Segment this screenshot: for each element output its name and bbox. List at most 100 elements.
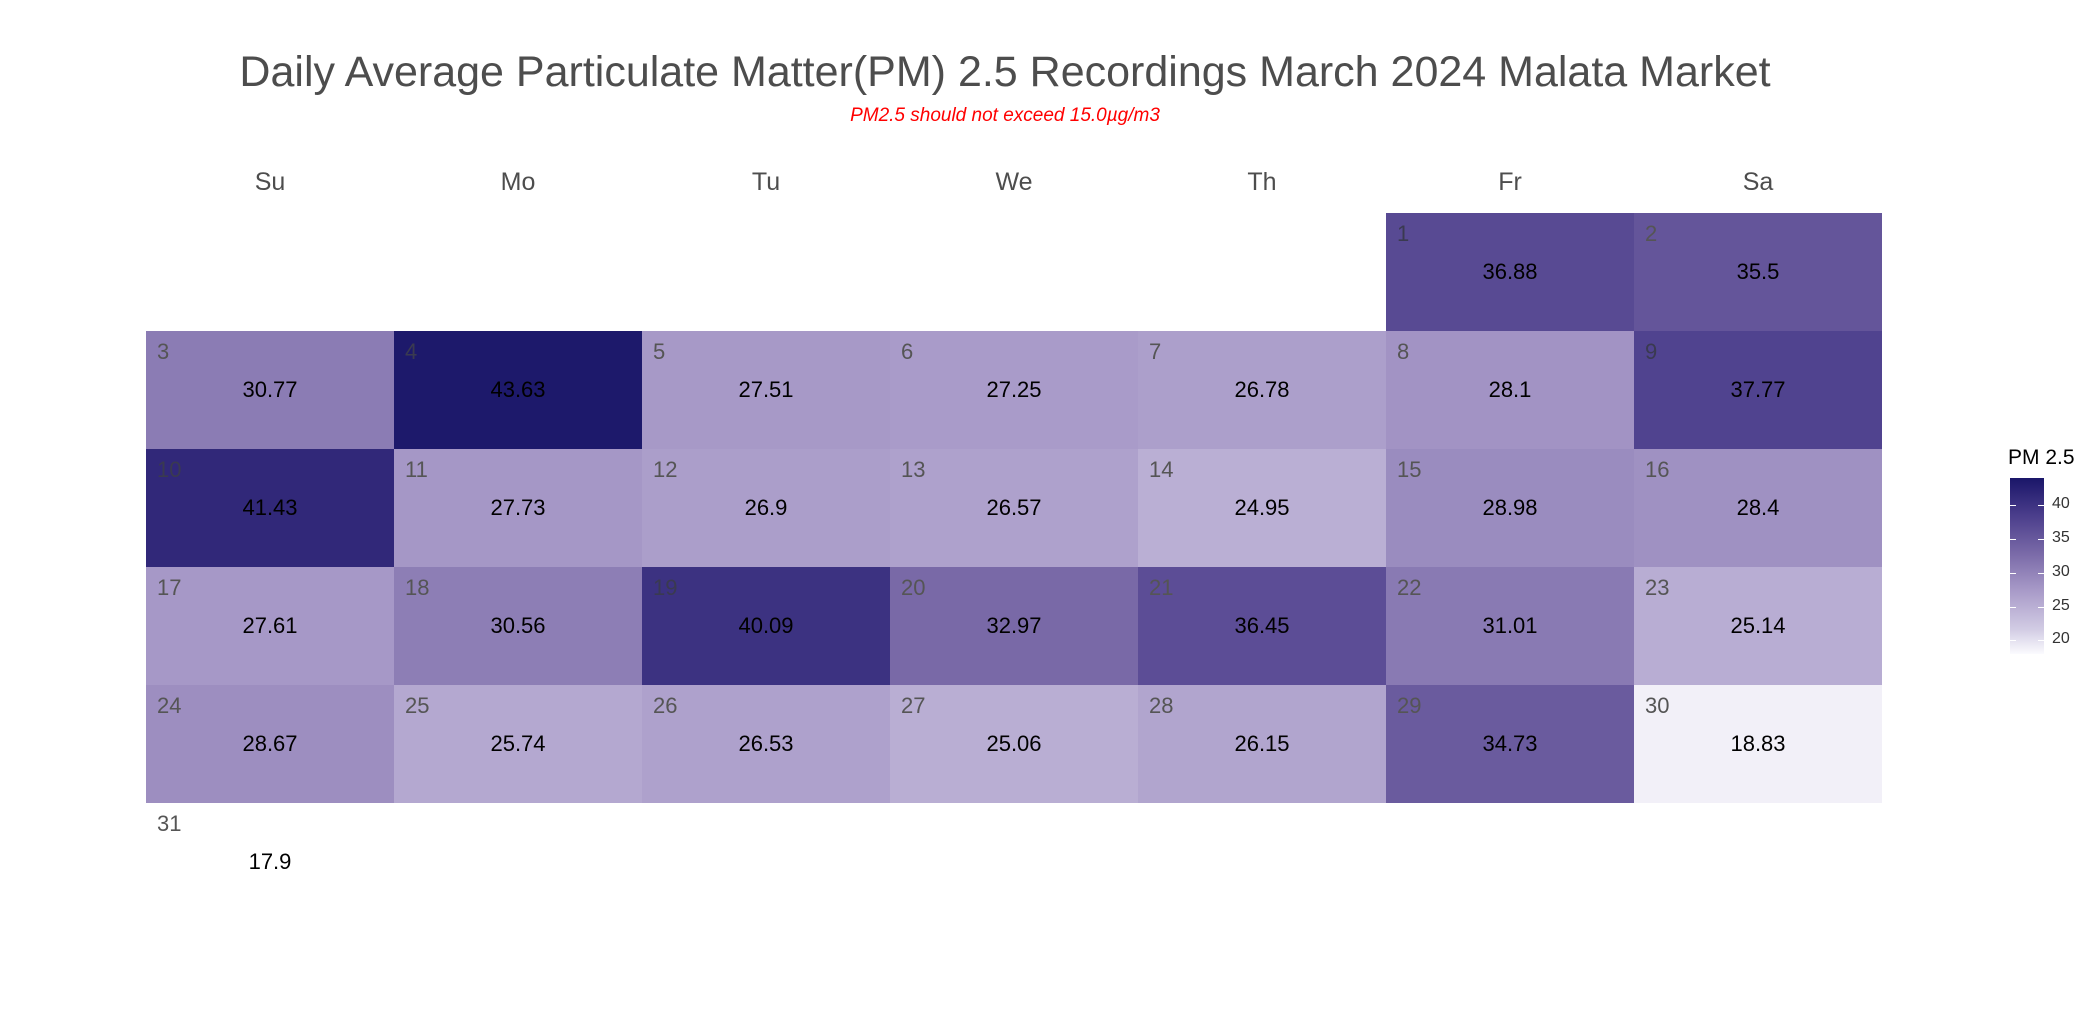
day-number: 14 — [1149, 457, 1174, 482]
day-cell-25: 25 25.74 — [394, 685, 642, 803]
day-value-label: 24.95 — [1234, 495, 1290, 520]
legend-color-bar — [2010, 478, 2044, 654]
day-cell-17: 17 27.61 — [146, 567, 394, 685]
day-cell-7: 7 26.78 — [1138, 331, 1386, 449]
day-cell-5: 5 27.51 — [642, 331, 890, 449]
day-value-label: 32.97 — [986, 613, 1042, 638]
day-cell-11: 11 27.73 — [394, 449, 642, 567]
day-cell-12: 12 26.9 — [642, 449, 890, 567]
day-number: 26 — [653, 693, 678, 718]
day-cell-8: 8 28.1 — [1386, 331, 1634, 449]
day-value-label: 28.4 — [1736, 495, 1780, 520]
day-number: 16 — [1645, 457, 1670, 482]
day-number: 12 — [653, 457, 678, 482]
legend-tick-label: 35 — [2052, 528, 2070, 546]
day-number: 22 — [1397, 575, 1422, 600]
day-value-label: 26.57 — [986, 495, 1042, 520]
legend-title: PM 2.5 — [2008, 446, 2075, 469]
day-number: 19 — [653, 575, 678, 600]
day-cell-31: 31 17.9 — [146, 803, 394, 921]
legend-tick-label: 40 — [2052, 495, 2070, 513]
day-value-label: 26.53 — [738, 731, 794, 756]
day-cell-27: 27 25.06 — [890, 685, 1138, 803]
day-number: 30 — [1645, 693, 1670, 718]
day-value-label: 26.9 — [744, 495, 788, 520]
day-value-label: 26.78 — [1234, 377, 1290, 402]
day-value-label: 40.09 — [738, 613, 794, 638]
day-number: 13 — [901, 457, 926, 482]
day-number: 28 — [1149, 693, 1174, 718]
day-value-label: 43.63 — [490, 377, 546, 402]
day-cell-19: 19 40.09 — [642, 567, 890, 685]
day-number: 18 — [405, 575, 430, 600]
day-number: 2 — [1645, 221, 1658, 246]
day-value-label: 41.43 — [242, 495, 298, 520]
day-cell-24: 24 28.67 — [146, 685, 394, 803]
day-number: 23 — [1645, 575, 1670, 600]
day-value-label: 28.98 — [1482, 495, 1538, 520]
day-value-label: 27.25 — [986, 377, 1042, 402]
day-value-label: 31.01 — [1482, 613, 1538, 638]
day-number: 15 — [1397, 457, 1422, 482]
day-number: 31 — [157, 811, 182, 836]
day-cell-9: 9 37.77 — [1634, 331, 1882, 449]
day-value-label: 27.61 — [242, 613, 298, 638]
day-cell-16: 16 28.4 — [1634, 449, 1882, 567]
day-cell-26: 26 26.53 — [642, 685, 890, 803]
day-cell-2: 2 35.5 — [1634, 213, 1882, 331]
day-cell-20: 20 32.97 — [890, 567, 1138, 685]
day-cell-13: 13 26.57 — [890, 449, 1138, 567]
day-number: 11 — [405, 457, 428, 482]
day-number: 25 — [405, 693, 430, 718]
day-cell-28: 28 26.15 — [1138, 685, 1386, 803]
day-cell-30: 30 18.83 — [1634, 685, 1882, 803]
day-value-label: 17.9 — [248, 849, 292, 874]
day-number: 3 — [157, 339, 170, 364]
day-number: 1 — [1397, 221, 1410, 246]
day-value-label: 27.73 — [490, 495, 546, 520]
day-value-label: 28.67 — [242, 731, 298, 756]
day-cell-1: 1 36.88 — [1386, 213, 1634, 331]
day-number: 4 — [405, 339, 418, 364]
weekday-label-we: We — [995, 168, 1033, 196]
day-number: 7 — [1149, 339, 1162, 364]
day-number: 8 — [1397, 339, 1410, 364]
day-value-label: 27.51 — [738, 377, 794, 402]
day-value-label: 36.88 — [1482, 259, 1538, 284]
chart-title: Daily Average Particulate Matter(PM) 2.5… — [239, 48, 1771, 96]
legend-tick-label: 30 — [2052, 562, 2070, 580]
weekday-label-th: Th — [1247, 168, 1277, 196]
day-number: 10 — [157, 457, 182, 482]
day-cell-4: 4 43.63 — [394, 331, 642, 449]
day-value-label: 37.77 — [1730, 377, 1786, 402]
day-cell-14: 14 24.95 — [1138, 449, 1386, 567]
day-value-label: 30.77 — [242, 377, 298, 402]
weekday-label-fr: Fr — [1498, 168, 1522, 196]
day-cell-22: 22 31.01 — [1386, 567, 1634, 685]
day-number: 20 — [901, 575, 926, 600]
weekday-label-tu: Tu — [751, 168, 781, 196]
day-value-label: 26.15 — [1234, 731, 1290, 756]
day-number: 21 — [1149, 575, 1174, 600]
day-number: 27 — [901, 693, 926, 718]
day-cell-21: 21 36.45 — [1138, 567, 1386, 685]
day-value-label: 35.5 — [1736, 259, 1780, 284]
day-number: 9 — [1645, 339, 1658, 364]
day-value-label: 30.56 — [490, 613, 546, 638]
day-value-label: 34.73 — [1482, 731, 1538, 756]
day-value-label: 36.45 — [1234, 613, 1290, 638]
day-number: 5 — [653, 339, 666, 364]
day-number: 29 — [1397, 693, 1422, 718]
day-value-label: 25.14 — [1730, 613, 1786, 638]
day-value-label: 28.1 — [1488, 377, 1532, 402]
day-cell-23: 23 25.14 — [1634, 567, 1882, 685]
day-number: 24 — [157, 693, 182, 718]
weekday-label-mo: Mo — [500, 168, 536, 196]
weekday-label-su: Su — [254, 168, 286, 196]
day-cell-3: 3 30.77 — [146, 331, 394, 449]
day-cell-29: 29 34.73 — [1386, 685, 1634, 803]
day-cell-18: 18 30.56 — [394, 567, 642, 685]
day-value-label: 18.83 — [1730, 731, 1786, 756]
day-number: 6 — [901, 339, 914, 364]
